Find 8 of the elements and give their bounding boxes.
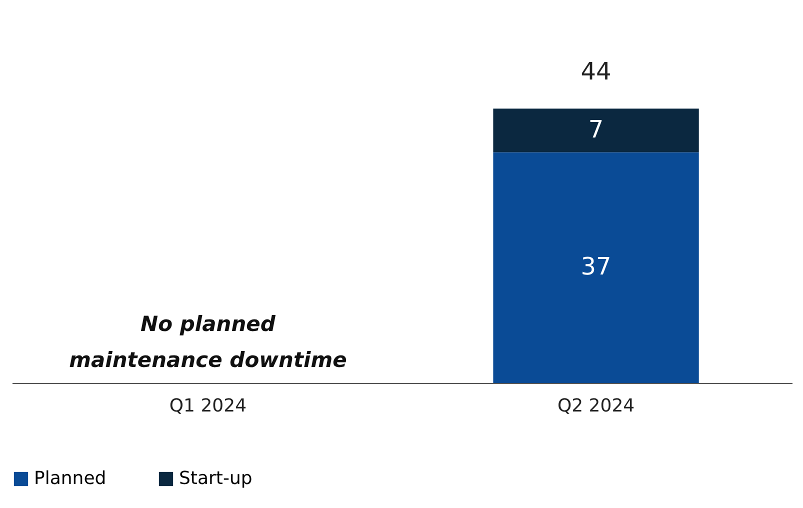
legend-label: Planned [34, 468, 106, 489]
x-tick-label: Q2 2024 [557, 396, 635, 416]
legend-label: Start-up [179, 468, 252, 489]
data-label: 37 [580, 252, 612, 281]
x-tick-label: Q1 2024 [169, 396, 247, 416]
data-label: 7 [588, 115, 604, 144]
total-label: 44 [580, 58, 612, 86]
annotation: No planned maintenance downtime [69, 312, 347, 372]
